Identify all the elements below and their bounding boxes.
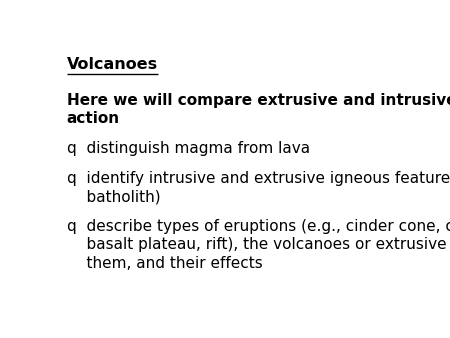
Text: q  describe types of eruptions (e.g., cinder cone, composite, shield,
    basalt: q describe types of eruptions (e.g., cin…	[67, 219, 450, 271]
Text: Here we will compare extrusive and intrusive volcanic features and
action: Here we will compare extrusive and intru…	[67, 93, 450, 126]
Text: Volcanoes: Volcanoes	[67, 57, 158, 72]
Text: q  distinguish magma from lava: q distinguish magma from lava	[67, 141, 310, 156]
Text: q  identify intrusive and extrusive igneous features (e.g., sill, dike,
    bath: q identify intrusive and extrusive igneo…	[67, 171, 450, 204]
